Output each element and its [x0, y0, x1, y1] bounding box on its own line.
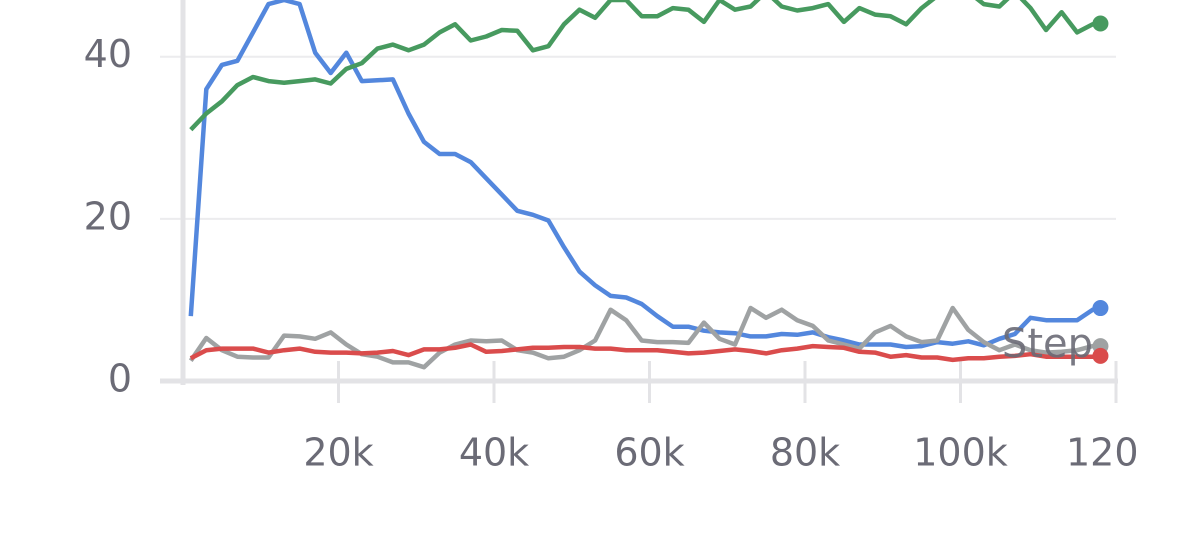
y-tick-label: 40 — [84, 32, 132, 76]
plot-area — [188, 0, 1109, 370]
series-line — [188, 0, 1101, 350]
end-point — [1092, 347, 1109, 364]
y-tick-label: 20 — [84, 194, 132, 238]
series-line — [189, 0, 1101, 132]
x-tick-label: 100k — [913, 431, 1008, 475]
labels: 0 20 40 20k 40k 60k 80k 100k 120 — [84, 32, 1139, 474]
x-tick-label: 60k — [614, 431, 684, 475]
series-line — [188, 305, 1101, 370]
x-tick-label: 120 — [1066, 431, 1139, 475]
y-tick-label: 0 — [108, 357, 132, 401]
end-point — [1092, 300, 1109, 317]
end-point — [1092, 15, 1109, 32]
x-tick-label: 20k — [303, 431, 373, 475]
x-tick-label: 80k — [770, 431, 840, 475]
x-axis-title: Step — [1002, 321, 1093, 367]
x-tick-label: 40k — [459, 431, 529, 475]
series-line — [189, 342, 1101, 363]
